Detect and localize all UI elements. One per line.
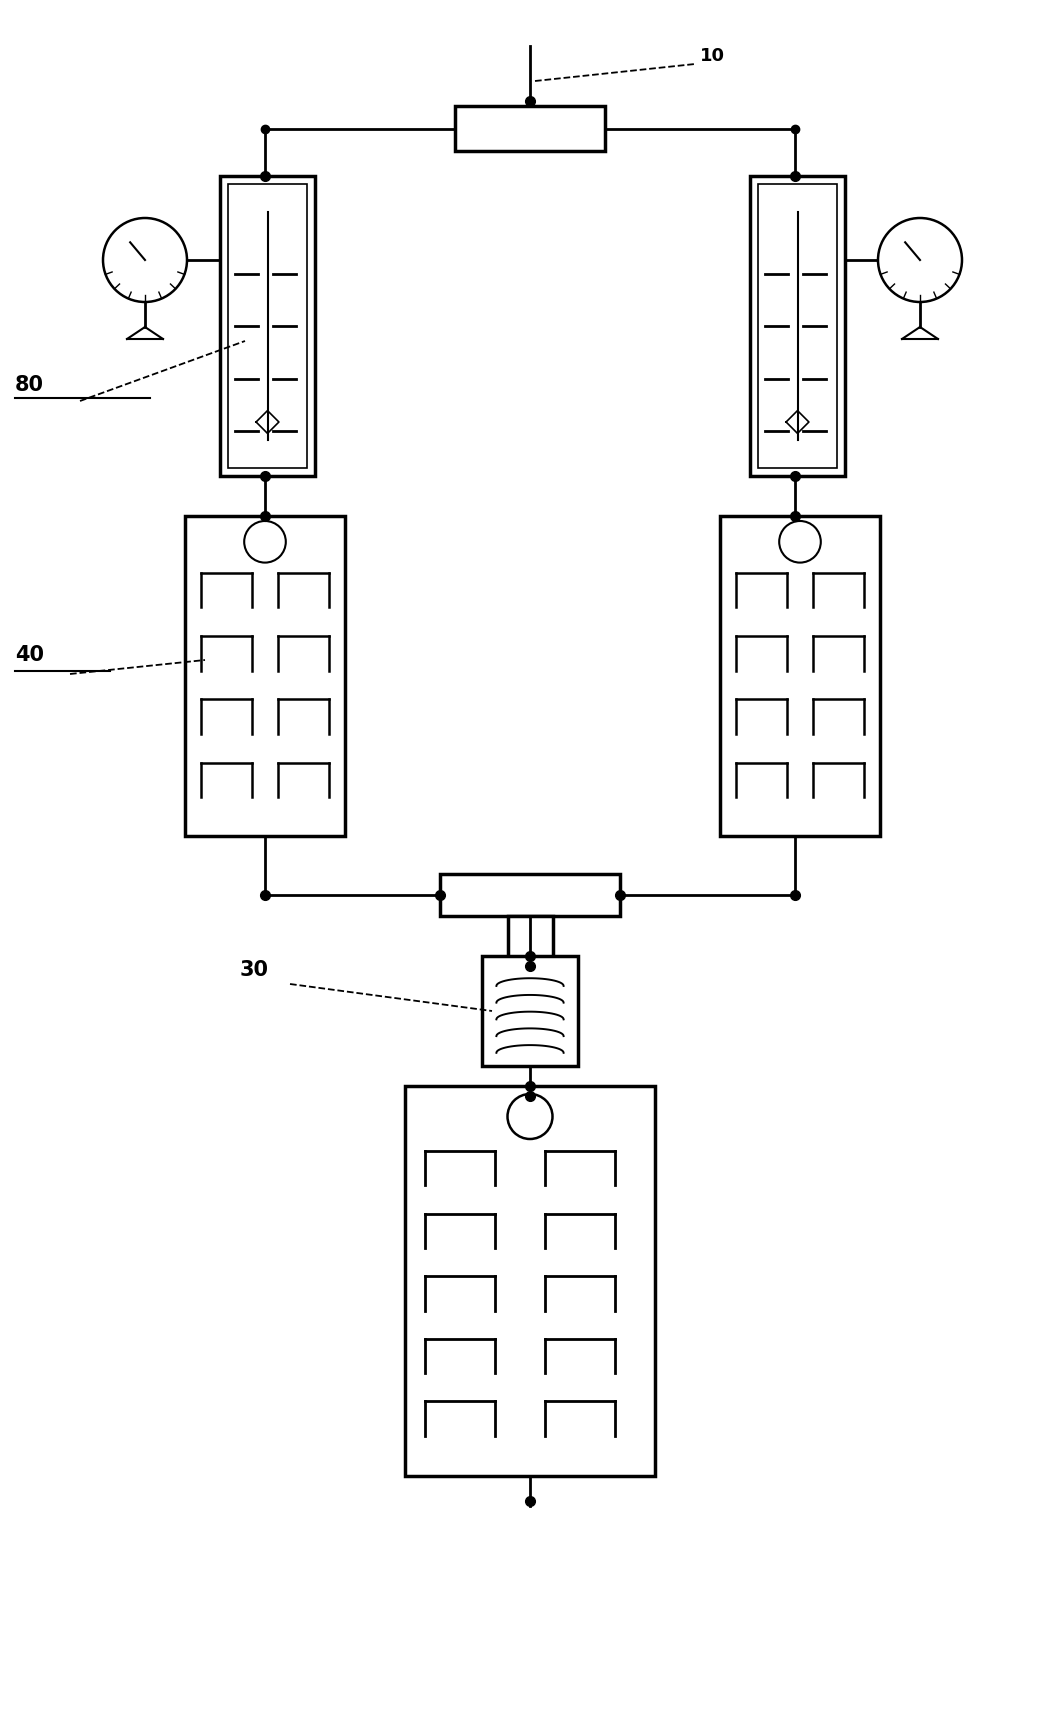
Bar [455,106,605,151]
Bar [758,184,837,469]
Circle shape [245,521,286,562]
Circle shape [878,219,962,302]
Bar [720,516,880,837]
Bar [439,873,620,917]
Bar [482,957,578,1066]
Text: 80: 80 [15,375,44,396]
Bar [405,1087,656,1476]
Bar [228,184,307,469]
Text: 10: 10 [700,47,725,64]
Text: 40: 40 [15,646,44,665]
Bar [507,917,553,965]
Text: 30: 30 [240,960,269,981]
Bar [185,516,345,837]
Bar [750,175,845,476]
Circle shape [507,1094,553,1139]
Circle shape [779,521,821,562]
Circle shape [103,219,187,302]
Bar [220,175,315,476]
